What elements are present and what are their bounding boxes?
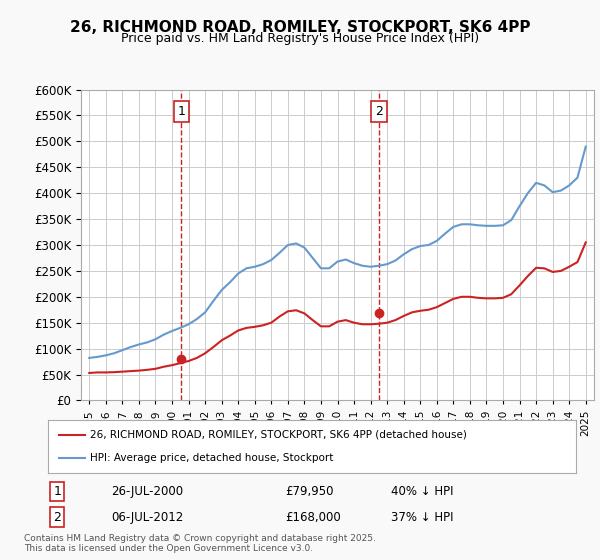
Text: 26-JUL-2000: 26-JUL-2000 (112, 485, 184, 498)
Text: 40% ↓ HPI: 40% ↓ HPI (391, 485, 454, 498)
Text: £79,950: £79,950 (286, 485, 334, 498)
Text: 2: 2 (375, 105, 383, 118)
Text: HPI: Average price, detached house, Stockport: HPI: Average price, detached house, Stoc… (90, 453, 334, 463)
Text: 1: 1 (53, 485, 61, 498)
Text: 37% ↓ HPI: 37% ↓ HPI (391, 511, 454, 524)
Text: 1: 1 (178, 105, 185, 118)
Text: Contains HM Land Registry data © Crown copyright and database right 2025.
This d: Contains HM Land Registry data © Crown c… (24, 534, 376, 553)
Text: 26, RICHMOND ROAD, ROMILEY, STOCKPORT, SK6 4PP (detached house): 26, RICHMOND ROAD, ROMILEY, STOCKPORT, S… (90, 430, 467, 440)
Text: 2: 2 (53, 511, 61, 524)
Text: 06-JUL-2012: 06-JUL-2012 (112, 511, 184, 524)
Text: £168,000: £168,000 (286, 511, 341, 524)
Text: Price paid vs. HM Land Registry's House Price Index (HPI): Price paid vs. HM Land Registry's House … (121, 32, 479, 45)
Text: 26, RICHMOND ROAD, ROMILEY, STOCKPORT, SK6 4PP: 26, RICHMOND ROAD, ROMILEY, STOCKPORT, S… (70, 20, 530, 35)
